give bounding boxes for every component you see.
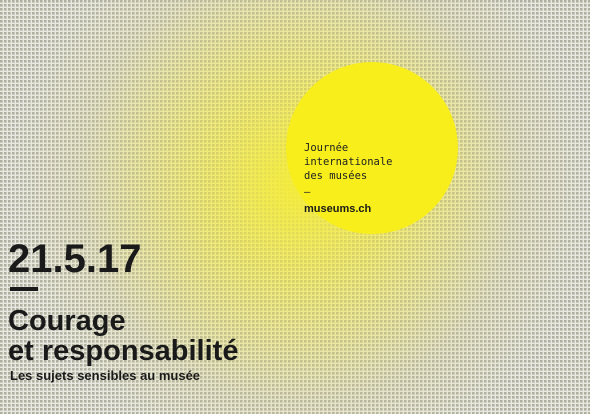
theme-title: Courage xyxy=(8,305,126,337)
event-name: des musées xyxy=(304,170,367,182)
theme-subtitle: Les sujets sensibles au musée xyxy=(10,368,200,383)
separator: — xyxy=(304,186,311,198)
theme-title: et responsabilité xyxy=(8,335,238,367)
date-rule xyxy=(10,287,38,291)
event-name: internationale xyxy=(304,156,393,168)
website[interactable]: museums.ch xyxy=(304,203,372,215)
event-name: Journée xyxy=(304,142,348,154)
date: 21.5.17 xyxy=(8,237,141,281)
badge-circle xyxy=(286,62,458,234)
